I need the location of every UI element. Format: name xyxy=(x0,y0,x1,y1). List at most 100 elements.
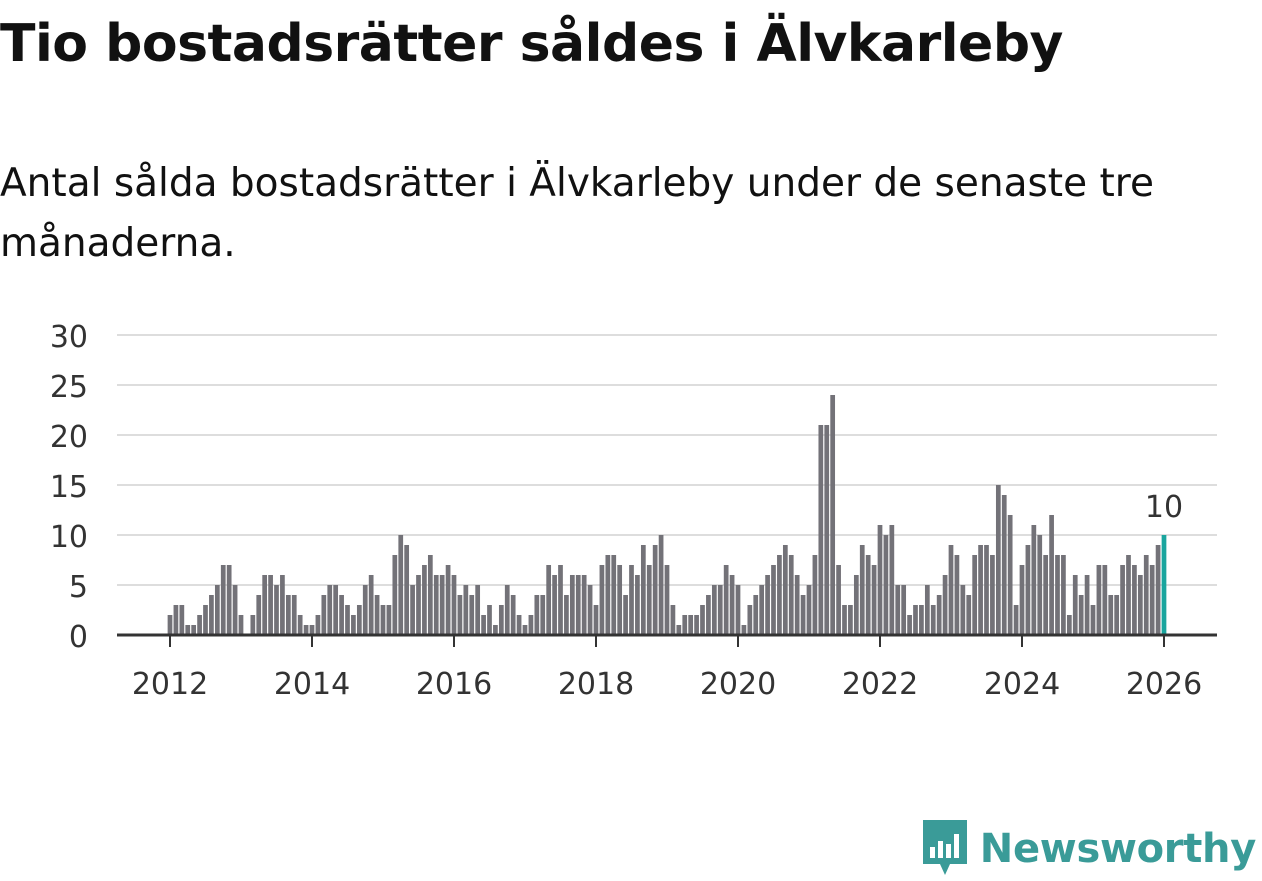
y-tick-label: 5 xyxy=(69,570,88,605)
bar xyxy=(853,575,859,635)
bar xyxy=(422,565,427,635)
bar xyxy=(664,565,670,635)
bar xyxy=(569,575,575,635)
bar xyxy=(966,595,972,635)
bar xyxy=(1001,495,1007,635)
bar xyxy=(558,565,563,635)
bar xyxy=(812,555,818,635)
bar xyxy=(238,615,244,635)
bar xyxy=(522,625,528,635)
bar xyxy=(309,625,315,635)
bar xyxy=(688,615,694,635)
bar xyxy=(777,555,782,635)
bar xyxy=(481,615,486,635)
bar xyxy=(1084,575,1090,635)
y-tick-label: 30 xyxy=(50,320,88,355)
bar xyxy=(427,555,433,635)
bar xyxy=(848,605,853,635)
bar xyxy=(1007,515,1013,635)
y-tick-label: 25 xyxy=(50,370,88,405)
bar xyxy=(416,575,421,635)
bar xyxy=(990,555,995,635)
bar xyxy=(723,565,729,635)
bar xyxy=(1126,555,1131,635)
bar xyxy=(173,605,179,635)
bar xyxy=(800,595,806,635)
bar xyxy=(753,595,759,635)
bar xyxy=(842,605,847,635)
bar xyxy=(1031,525,1037,635)
bar xyxy=(226,565,232,635)
bar xyxy=(1149,565,1155,635)
bar xyxy=(978,545,983,635)
bar xyxy=(179,605,185,635)
bar xyxy=(339,595,344,635)
bar xyxy=(504,585,510,635)
bar xyxy=(587,585,593,635)
bar-chart: 0 5 10 15 20 25 30 10 2012 2014 2016 2018 2020 2022 20… xyxy=(50,320,1217,702)
bar xyxy=(806,585,812,635)
bar xyxy=(493,625,498,635)
bar xyxy=(859,545,865,635)
bar xyxy=(824,425,830,635)
highlight-data-label: 10 xyxy=(1145,490,1183,525)
bar xyxy=(717,585,723,635)
bar xyxy=(404,545,410,635)
bar xyxy=(386,605,392,635)
bar xyxy=(747,605,753,635)
bar xyxy=(907,615,912,635)
bar xyxy=(487,605,492,635)
bar xyxy=(1072,575,1078,635)
bar xyxy=(345,605,350,635)
chart-subtitle: Antal sålda bostadsrätter i Älvkarleby u… xyxy=(0,161,1154,266)
bar xyxy=(729,575,735,635)
bar xyxy=(877,525,883,635)
bar xyxy=(765,575,770,635)
bar xyxy=(694,615,699,635)
bar xyxy=(954,555,960,635)
y-tick-label: 10 xyxy=(50,520,88,555)
bar xyxy=(759,585,765,635)
bar xyxy=(629,565,634,635)
bar xyxy=(599,565,605,635)
x-tick-label: 2018 xyxy=(558,667,634,702)
bar xyxy=(1155,545,1161,635)
bar xyxy=(1102,565,1108,635)
bar xyxy=(510,595,516,635)
x-tick-label: 2016 xyxy=(416,667,492,702)
bar xyxy=(232,585,238,635)
bar xyxy=(658,535,664,635)
bar xyxy=(368,575,374,635)
bar xyxy=(280,575,285,635)
bar xyxy=(1055,555,1060,635)
bar xyxy=(552,575,557,635)
x-tick-label: 2020 xyxy=(700,667,776,702)
bar xyxy=(936,595,942,635)
bar xyxy=(635,575,640,635)
bar xyxy=(575,575,581,635)
bar xyxy=(871,565,877,635)
bar xyxy=(315,615,321,635)
bar xyxy=(1037,535,1043,635)
bar xyxy=(1120,565,1125,635)
bar xyxy=(623,595,628,635)
bar xyxy=(516,615,522,635)
bar xyxy=(735,585,741,635)
bar xyxy=(191,625,197,635)
bar xyxy=(652,545,658,635)
bar xyxy=(830,395,836,635)
bar xyxy=(475,585,481,635)
bar xyxy=(883,535,889,635)
bar xyxy=(895,585,901,635)
bar xyxy=(1114,595,1120,635)
bar xyxy=(1108,595,1114,635)
bar xyxy=(546,565,552,635)
bar xyxy=(1049,515,1054,635)
bar xyxy=(670,605,676,635)
bar xyxy=(380,605,386,635)
bar xyxy=(1013,605,1019,635)
bar xyxy=(262,575,268,635)
bar xyxy=(463,585,469,635)
bar xyxy=(1019,565,1025,635)
bar xyxy=(392,555,398,635)
